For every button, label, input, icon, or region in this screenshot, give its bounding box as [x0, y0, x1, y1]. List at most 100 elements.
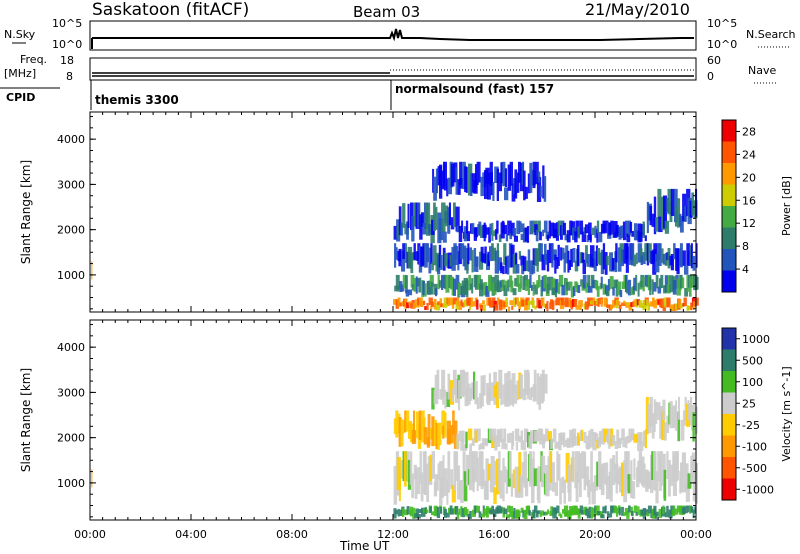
data-cell	[669, 304, 673, 311]
data-cell	[649, 276, 652, 296]
data-cell	[480, 225, 484, 238]
data-cell	[398, 417, 402, 447]
data-cell	[505, 234, 509, 242]
data-cell	[630, 460, 633, 498]
data-cell	[417, 297, 421, 306]
data-cell	[644, 243, 649, 261]
data-cell	[587, 274, 591, 288]
colorbar-segment	[722, 249, 736, 271]
beam-title: Beam 03	[353, 3, 420, 21]
data-cell	[563, 479, 566, 504]
data-cell	[662, 254, 667, 265]
data-cell	[568, 464, 572, 502]
data-cell	[437, 274, 440, 290]
data-cell	[482, 300, 485, 305]
data-cell	[404, 451, 407, 487]
data-cell	[674, 188, 678, 223]
data-cell	[624, 436, 628, 449]
data-cell	[596, 220, 600, 233]
data-cell	[681, 277, 685, 289]
data-cell	[478, 221, 482, 236]
y-tick-label: 4000	[57, 341, 85, 354]
data-cell	[460, 480, 464, 503]
data-cell	[684, 288, 689, 297]
data-cell	[677, 411, 680, 442]
data-cell	[509, 432, 514, 443]
data-cell	[600, 249, 605, 275]
data-cell	[621, 506, 624, 516]
data-cell	[413, 278, 417, 292]
data-cell	[506, 514, 510, 519]
nsearch-tick-top: 10^5	[707, 17, 737, 30]
data-cell	[653, 243, 658, 262]
data-cell	[418, 277, 422, 293]
data-cell	[409, 451, 413, 485]
data-cell	[502, 457, 505, 502]
data-cell	[506, 433, 511, 443]
colorbar-tick-label: 8	[742, 240, 749, 253]
data-cell	[640, 255, 643, 265]
data-cell	[534, 305, 537, 310]
data-cell	[463, 507, 467, 515]
data-cell	[494, 274, 499, 292]
data-cell	[588, 506, 592, 518]
data-cell	[490, 172, 493, 196]
data-cell	[479, 279, 483, 290]
data-cell	[460, 299, 463, 306]
data-cell	[676, 249, 680, 275]
data-cell	[509, 300, 514, 305]
data-cell	[565, 245, 569, 264]
data-cell	[431, 219, 435, 235]
data-cell	[667, 248, 671, 269]
data-cell	[429, 506, 432, 514]
data-cell	[503, 243, 507, 266]
data-cell	[590, 300, 593, 305]
data-cell	[530, 430, 534, 444]
data-cell	[400, 284, 405, 292]
data-cell	[572, 227, 576, 241]
data-cell	[638, 451, 643, 484]
data-cell	[469, 511, 472, 519]
data-cell	[494, 304, 499, 311]
data-cell	[644, 235, 647, 242]
data-cell	[557, 220, 562, 236]
data-cell	[455, 451, 459, 481]
data-cell	[691, 192, 695, 216]
data-cell	[453, 278, 456, 296]
data-cell	[647, 471, 652, 489]
data-cell	[467, 243, 470, 265]
data-cell	[561, 247, 565, 260]
data-band	[393, 505, 697, 519]
data-cell	[553, 508, 558, 515]
data-cell	[621, 462, 624, 497]
data-cell	[590, 507, 594, 519]
data-cell	[452, 410, 455, 435]
data-cell	[605, 462, 609, 486]
data-cell	[441, 274, 444, 290]
data-cell	[432, 168, 435, 193]
data-cell	[494, 460, 497, 486]
data-cell	[541, 510, 545, 516]
data-cell	[557, 453, 561, 480]
data-cell	[572, 248, 576, 263]
data-cell	[568, 281, 573, 288]
data-cell	[621, 249, 625, 267]
data-cell	[503, 466, 507, 483]
data-cell	[612, 434, 616, 446]
nave-label: Nave	[748, 64, 776, 77]
data-cell	[499, 470, 503, 499]
data-cell	[467, 514, 471, 518]
data-cell	[398, 248, 402, 267]
data-cell	[453, 297, 458, 305]
data-cell	[405, 410, 410, 432]
data-cell	[476, 161, 479, 185]
data-cell	[536, 280, 540, 289]
data-cell	[658, 243, 661, 260]
data-cell	[519, 374, 524, 399]
data-cell	[633, 458, 636, 480]
data-cell	[450, 425, 454, 444]
data-cell	[639, 248, 643, 263]
data-cell	[512, 254, 517, 274]
data-cell	[543, 176, 547, 202]
data-cell	[615, 451, 618, 494]
